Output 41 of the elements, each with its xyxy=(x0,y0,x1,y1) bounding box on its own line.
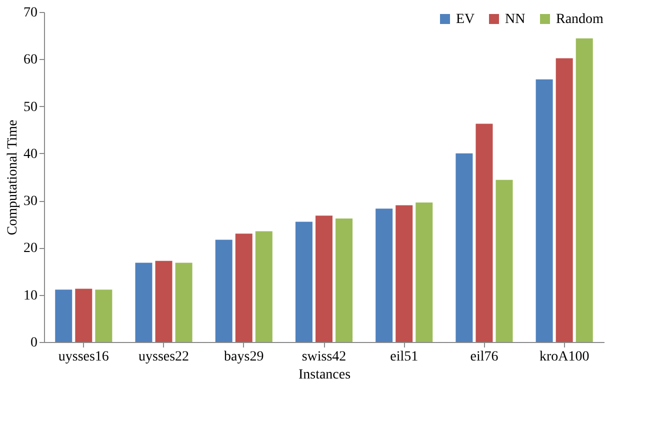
bar xyxy=(416,202,433,342)
y-tick-label: 40 xyxy=(24,146,38,162)
bar xyxy=(576,38,593,342)
x-tick-label: eil51 xyxy=(390,350,418,364)
bar xyxy=(75,288,92,342)
x-tick-label: uysses22 xyxy=(138,350,190,364)
bar xyxy=(536,79,553,342)
bar xyxy=(255,231,272,342)
legend-label: EV xyxy=(456,12,475,27)
y-axis-title: Computational Time xyxy=(6,120,20,236)
bar xyxy=(135,262,152,342)
x-tick-label: bays29 xyxy=(224,350,264,364)
bar xyxy=(376,208,393,342)
y-tick-label: 60 xyxy=(24,52,38,68)
bar xyxy=(235,234,252,342)
y-tick-label: 10 xyxy=(24,288,38,304)
legend-label: Random xyxy=(556,12,604,27)
legend-label: NN xyxy=(505,12,526,27)
x-tick-label: swiss42 xyxy=(302,350,346,364)
bar xyxy=(476,124,493,342)
bar xyxy=(396,205,413,342)
x-tick-label: kroA100 xyxy=(539,350,590,364)
bar xyxy=(155,260,172,342)
bar xyxy=(295,222,312,342)
y-tick-label: 20 xyxy=(24,241,38,256)
bar xyxy=(336,218,353,342)
bar xyxy=(496,180,513,342)
y-tick-label: 0 xyxy=(30,336,38,350)
bar xyxy=(316,216,332,342)
y-tick-label: 50 xyxy=(24,100,38,115)
x-tick-label: uysses16 xyxy=(58,350,109,364)
y-tick-label: 70 xyxy=(24,6,38,20)
bar xyxy=(456,153,473,342)
x-axis-title: Instances xyxy=(298,368,351,382)
x-tick-label: eil76 xyxy=(470,350,498,364)
bar xyxy=(215,240,232,342)
bar xyxy=(175,262,192,342)
bar xyxy=(95,290,112,342)
bar xyxy=(55,290,72,342)
y-tick-label: 30 xyxy=(24,194,38,210)
bar xyxy=(556,58,573,342)
